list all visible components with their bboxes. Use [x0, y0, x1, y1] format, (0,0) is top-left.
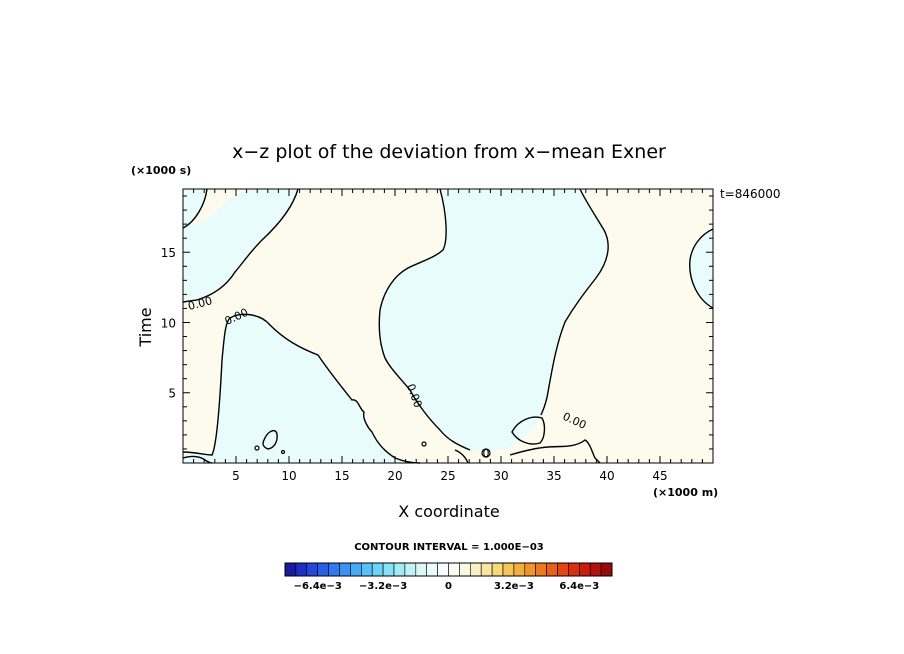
- axes: 5 10 15 20 25 30 35 40 45 5 10 15: [161, 188, 714, 483]
- x-tick-label: 40: [599, 469, 614, 483]
- colorbar-swatch: [480, 562, 493, 577]
- contour-line-8: [262, 429, 278, 450]
- colorbar-swatch: [295, 562, 308, 577]
- contour-line-7: [511, 416, 546, 445]
- contour-line-3: [182, 313, 421, 464]
- colorbar-swatch: [371, 562, 384, 577]
- colorbar-swatch: [600, 562, 613, 577]
- colorbar-swatch: [426, 562, 438, 577]
- colorbar-swatch: [535, 562, 547, 577]
- contour-label-5: 0: [483, 447, 490, 460]
- colorbar-swatch: [459, 562, 471, 577]
- region-negative-3: [183, 314, 420, 463]
- y-unit-label: (×1000 s): [131, 164, 191, 177]
- x-tick-label: 10: [281, 469, 296, 483]
- colorbar-tick-label: 6.4e−3: [559, 581, 599, 592]
- colorbar-swatch: [502, 562, 515, 577]
- y-tick-label: 5: [168, 387, 176, 401]
- colorbar-tick-label: −6.4e−3: [294, 581, 342, 592]
- colorbar-swatch: [284, 562, 297, 577]
- colorbar-tick-label: 3.2e−3: [494, 581, 534, 592]
- contour-fill-regions: [183, 189, 713, 463]
- colorbar-swatch: [437, 562, 449, 577]
- contour-line-1: [182, 188, 208, 229]
- colorbar-swatch: [469, 562, 482, 577]
- colorbar-frame: [284, 562, 613, 577]
- colorbar-tick-label: 0: [445, 581, 452, 592]
- colorbar-swatch: [415, 562, 427, 577]
- contour-lines: [182, 188, 714, 464]
- colorbar-swatch: [339, 562, 351, 577]
- x-tick-label: 45: [652, 469, 667, 483]
- contour-blob-4: [280, 449, 286, 455]
- x-unit-label: (×1000 m): [653, 486, 718, 499]
- colorbar-swatch: [393, 562, 406, 577]
- x-axis-label: X coordinate: [398, 502, 499, 521]
- y-tick-label: 15: [161, 246, 176, 260]
- region-negative-4: [379, 189, 609, 452]
- colorbar-swatch: [557, 562, 569, 577]
- contour-line-6: [689, 228, 714, 309]
- colorbar-tick-label: −3.2e−3: [359, 581, 407, 592]
- contour-blob-3: [481, 448, 491, 458]
- contour-blob-2: [421, 441, 427, 447]
- colorbar: −6.4e−3 −3.2e−3 0 3.2e−3 6.4e−3: [284, 562, 613, 592]
- colorbar-swatch: [317, 562, 329, 577]
- contour-interval-text: CONTOUR INTERVAL = 1.000E−03: [354, 542, 544, 553]
- contour-label-1: 0.00: [187, 294, 214, 313]
- colorbar-swatch: [578, 562, 591, 577]
- colorbar-swatch: [546, 562, 558, 577]
- contour-line-4: [378, 188, 471, 451]
- x-tick-label: 5: [232, 469, 240, 483]
- contour-line-2: [182, 188, 299, 303]
- x-tick-label: 25: [440, 469, 455, 483]
- colorbar-swatch: [491, 562, 504, 577]
- contour-line-9: [509, 439, 601, 464]
- colorbar-swatch: [448, 562, 460, 577]
- colorbar-swatch: [350, 562, 362, 577]
- colorbar-swatch: [306, 562, 318, 577]
- chart-title: x−z plot of the deviation from x−mean Ex…: [232, 141, 666, 163]
- colorbar-swatch: [360, 562, 373, 577]
- region-negative-2: [183, 189, 298, 302]
- colorbar-swatch: [589, 562, 602, 577]
- x-tick-label: 35: [546, 469, 561, 483]
- y-axis-label: Time: [136, 307, 155, 347]
- colorbar-swatch: [568, 562, 580, 577]
- colorbar-swatch: [513, 562, 526, 577]
- x-tick-label: 30: [493, 469, 508, 483]
- contour-line-5: [540, 188, 609, 416]
- contour-blob-1: [254, 445, 260, 451]
- y-tick-label: 10: [161, 316, 176, 330]
- colorbar-swatch: [328, 562, 340, 577]
- contour-line-11: [454, 449, 469, 464]
- region-negative-1: [183, 189, 207, 228]
- time-stamp: t=846000: [720, 187, 781, 201]
- colorbar-swatch: [524, 562, 536, 577]
- colorbar-swatch: [382, 562, 395, 577]
- colorbar-swatch: [404, 562, 417, 577]
- x-tick-label: 20: [387, 469, 402, 483]
- x-tick-label: 15: [334, 469, 349, 483]
